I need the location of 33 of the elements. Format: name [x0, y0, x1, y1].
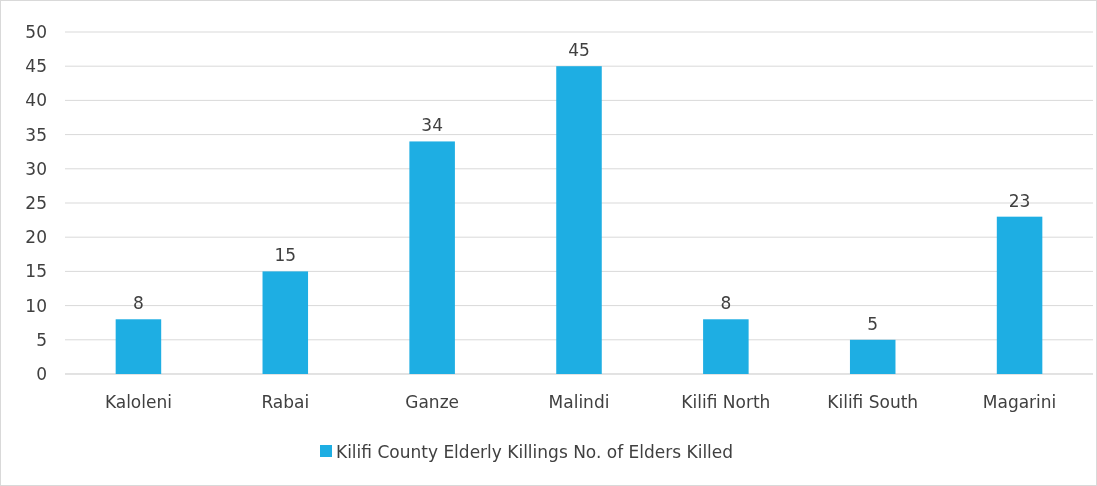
data-label: 8: [720, 293, 732, 314]
data-label: 15: [274, 245, 297, 266]
y-tick-label: 10: [25, 295, 47, 316]
bar: [262, 271, 309, 374]
x-tick-label: Kilifi South: [827, 392, 919, 412]
bar: [115, 319, 162, 374]
y-tick-label: 35: [25, 124, 47, 145]
data-label: 5: [867, 313, 879, 334]
y-tick-label: 5: [36, 329, 47, 350]
data-label: 34: [421, 115, 443, 136]
y-tick-label: 15: [25, 261, 47, 282]
x-tick-label: Rabai: [261, 392, 310, 412]
x-tick-label: Kilifi North: [681, 392, 771, 412]
y-tick-label: 40: [25, 90, 47, 111]
y-tick-label: 0: [36, 363, 47, 384]
data-label: 23: [1008, 190, 1031, 211]
bar: [409, 141, 455, 374]
data-label: 45: [568, 40, 590, 61]
data-label: 8: [133, 293, 144, 314]
y-tick-label: 50: [25, 21, 47, 42]
bar: [703, 319, 749, 374]
x-tick-label: Kaloleni: [104, 392, 172, 412]
y-tick-label: 45: [25, 56, 47, 77]
legend-label: Kilifi County Elderly Killings No. of Elders Killed: [336, 441, 734, 462]
y-tick-label: 20: [25, 227, 47, 248]
y-tick-label: 25: [25, 192, 47, 213]
y-tick-label: 30: [25, 158, 47, 179]
x-tick-label: Ganze: [405, 392, 460, 412]
bar: [996, 216, 1043, 374]
bar: [556, 66, 602, 374]
x-tick-label: Magarini: [982, 392, 1057, 412]
bar: [849, 339, 896, 374]
x-tick-label: Malindi: [548, 392, 610, 412]
